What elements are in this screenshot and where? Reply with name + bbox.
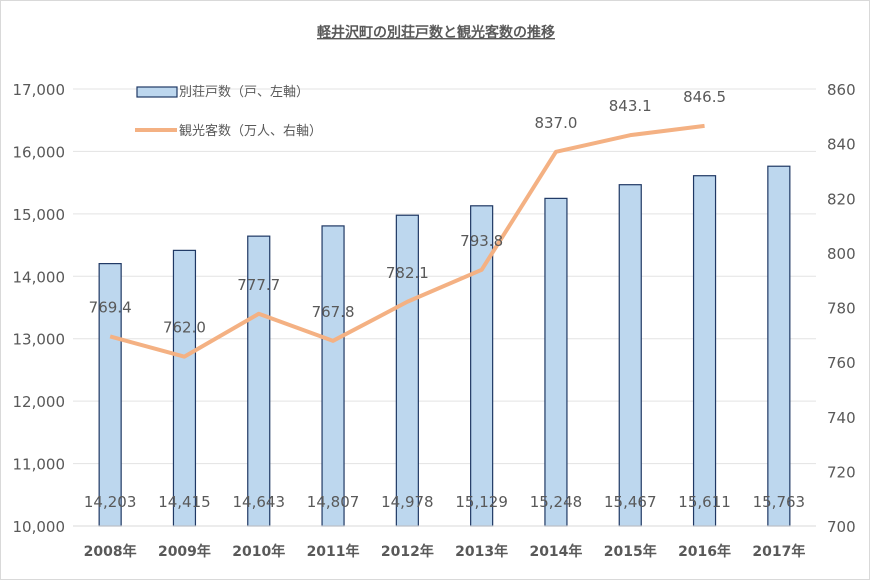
x-tick-label: 2017年 [752, 543, 805, 560]
bar-2009年 [173, 250, 195, 526]
line-data-label: 762.0 [163, 319, 206, 337]
x-tick-label: 2012年 [381, 543, 434, 560]
y-right-tick-label: 720 [827, 463, 856, 481]
line-data-label: 777.7 [237, 276, 280, 294]
bar-2016年 [694, 176, 716, 526]
bar-data-label: 14,643 [233, 493, 286, 511]
bar-2017年 [768, 166, 790, 526]
y-left-tick-label: 13,000 [13, 331, 66, 349]
line-data-label: 769.4 [89, 298, 132, 316]
x-tick-label: 2015年 [604, 543, 657, 560]
bar-data-label: 14,203 [84, 493, 137, 511]
y-right-tick-label: 760 [827, 354, 856, 372]
line-data-label: 843.1 [609, 97, 652, 115]
legend-label-bar: 別荘戸数（戸、左軸） [179, 85, 309, 100]
legend: 別荘戸数（戸、左軸） 観光客数（万人、右軸） [135, 85, 322, 139]
y-left-tick-label: 16,000 [13, 143, 66, 161]
x-tick-label: 2011年 [307, 543, 360, 560]
y-right-tick-label: 780 [827, 300, 856, 318]
bar-data-label: 15,129 [455, 493, 508, 511]
y-left-tick-label: 15,000 [13, 206, 66, 224]
y-left-tick-label: 10,000 [13, 518, 66, 536]
bar-data-label: 14,978 [381, 493, 434, 511]
y-right-tick-label: 840 [827, 136, 856, 154]
x-tick-label: 2016年 [678, 543, 731, 560]
line-data-label: 846.5 [683, 88, 726, 106]
x-tick-label: 2009年 [158, 543, 211, 560]
y-left-tick-label: 14,000 [13, 268, 66, 286]
bar-2011年 [322, 226, 344, 526]
x-tick-label: 2014年 [529, 543, 582, 560]
bar-data-label: 15,763 [753, 493, 806, 511]
y-right-tick-label: 800 [827, 245, 856, 263]
bar-data-label: 14,415 [158, 493, 211, 511]
y-left-tick-label: 12,000 [13, 393, 66, 411]
y-right-tick-label: 860 [827, 81, 856, 99]
chart-title: 軽井沢町の別荘戸数と観光客数の推移 [317, 24, 555, 41]
bar-2014年 [545, 198, 567, 526]
line-data-label: 767.8 [312, 303, 355, 321]
y-left-tick-label: 17,000 [13, 81, 66, 99]
bar-data-label: 15,467 [604, 493, 657, 511]
y-right-tick-label: 740 [827, 409, 856, 427]
bar-data-label: 15,611 [678, 493, 731, 511]
y-left-tick-label: 11,000 [13, 456, 66, 474]
y-right-tick-label: 820 [827, 190, 856, 208]
line-data-label: 782.1 [386, 264, 429, 282]
y-right-tick-label: 700 [827, 518, 856, 536]
x-tick-label: 2010年 [232, 543, 285, 560]
x-tick-label: 2013年 [455, 543, 508, 560]
bar-data-label: 14,807 [307, 493, 360, 511]
legend-swatch-bar [137, 87, 177, 97]
legend-label-line: 観光客数（万人、右軸） [179, 123, 322, 139]
bar-2012年 [396, 215, 418, 526]
x-tick-label: 2008年 [84, 543, 137, 560]
bar-data-label: 15,248 [530, 493, 583, 511]
line-data-label: 837.0 [534, 114, 577, 132]
bar-2015年 [619, 185, 641, 526]
line-data-label: 793.8 [460, 232, 503, 250]
